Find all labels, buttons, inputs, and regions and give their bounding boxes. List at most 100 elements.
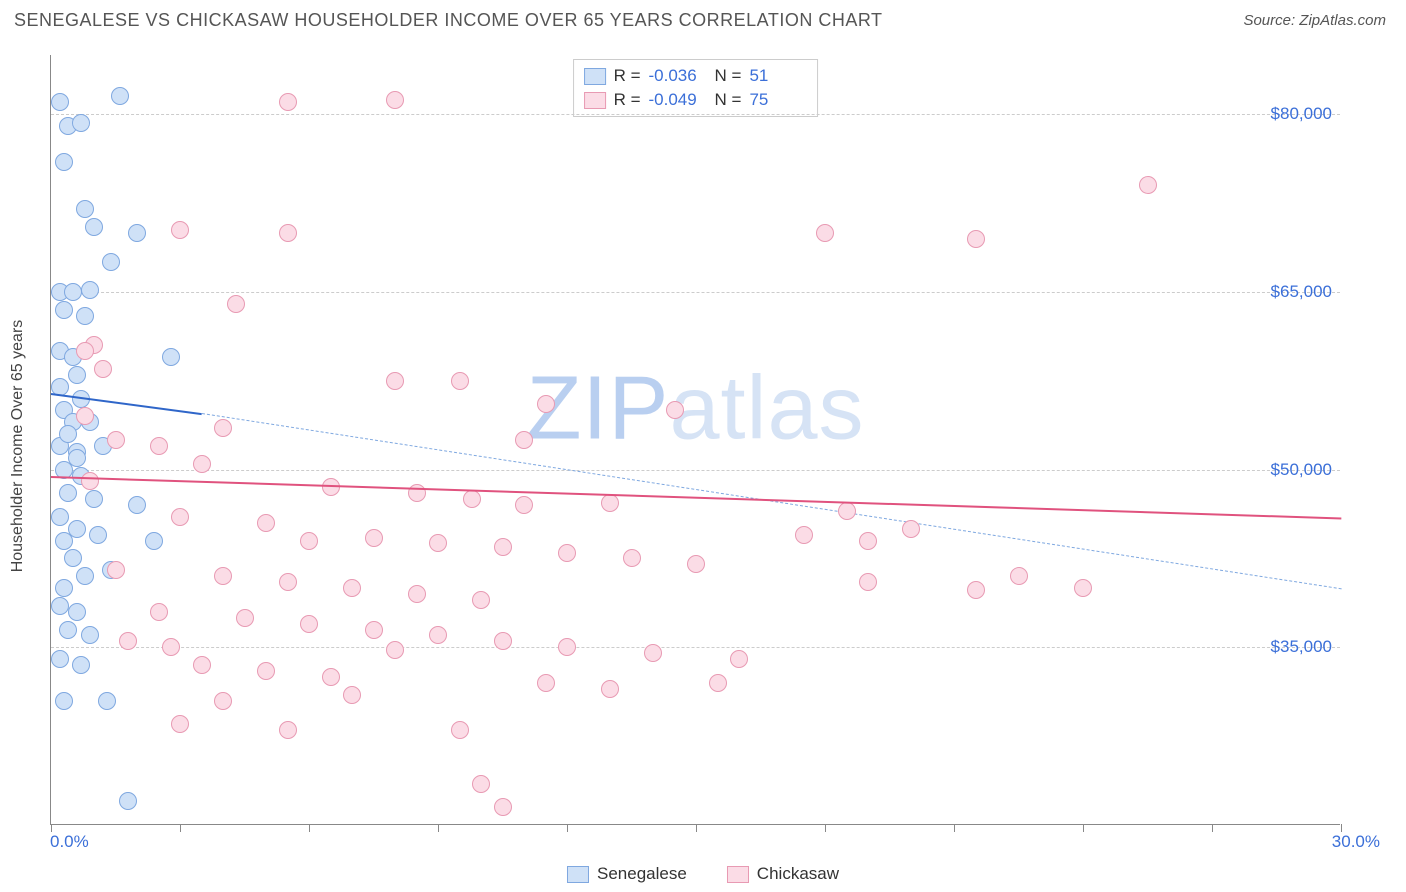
data-point	[81, 626, 99, 644]
data-point	[193, 656, 211, 674]
data-point	[76, 307, 94, 325]
data-point	[623, 549, 641, 567]
data-point	[171, 508, 189, 526]
y-tick-label: $65,000	[1271, 282, 1332, 302]
data-point	[601, 680, 619, 698]
data-point	[85, 490, 103, 508]
data-point	[51, 597, 69, 615]
swatch-icon	[567, 866, 589, 883]
stats-row-senegalese: R = -0.036 N = 51	[584, 64, 808, 88]
data-point	[967, 581, 985, 599]
stats-legend: R = -0.036 N = 51 R = -0.049 N = 75	[573, 59, 819, 117]
data-point	[51, 508, 69, 526]
data-point	[55, 153, 73, 171]
data-point	[236, 609, 254, 627]
data-point	[51, 650, 69, 668]
data-point	[76, 567, 94, 585]
data-point	[515, 431, 533, 449]
x-tick	[438, 824, 439, 832]
data-point	[494, 538, 512, 556]
data-point	[150, 437, 168, 455]
data-point	[59, 621, 77, 639]
data-point	[72, 656, 90, 674]
data-point	[85, 218, 103, 236]
swatch-chickasaw	[584, 92, 606, 109]
x-tick	[1341, 824, 1342, 832]
data-point	[322, 668, 340, 686]
x-axis-min-label: 0.0%	[50, 832, 89, 852]
data-point	[81, 472, 99, 490]
x-tick	[825, 824, 826, 832]
data-point	[76, 407, 94, 425]
data-point	[343, 686, 361, 704]
legend-item-senegalese: Senegalese	[567, 864, 687, 884]
data-point	[128, 224, 146, 242]
x-tick	[309, 824, 310, 832]
data-point	[515, 496, 533, 514]
data-point	[193, 455, 211, 473]
data-point	[494, 632, 512, 650]
gridline	[51, 292, 1340, 293]
data-point	[537, 395, 555, 413]
header: SENEGALESE VS CHICKASAW HOUSEHOLDER INCO…	[0, 0, 1406, 37]
data-point	[150, 603, 168, 621]
gridline	[51, 470, 1340, 471]
data-point	[68, 449, 86, 467]
data-point	[666, 401, 684, 419]
data-point	[55, 532, 73, 550]
data-point	[429, 534, 447, 552]
data-point	[386, 641, 404, 659]
data-point	[451, 721, 469, 739]
data-point	[687, 555, 705, 573]
data-point	[107, 431, 125, 449]
data-point	[214, 567, 232, 585]
data-point	[64, 549, 82, 567]
data-point	[365, 529, 383, 547]
data-point	[322, 478, 340, 496]
y-axis-title: Householder Income Over 65 years	[9, 320, 27, 573]
data-point	[472, 591, 490, 609]
data-point	[1010, 567, 1028, 585]
data-point	[227, 295, 245, 313]
data-point	[463, 490, 481, 508]
data-point	[55, 301, 73, 319]
data-point	[451, 372, 469, 390]
data-point	[472, 775, 490, 793]
swatch-icon	[727, 866, 749, 883]
x-tick	[180, 824, 181, 832]
data-point	[214, 692, 232, 710]
data-point	[64, 283, 82, 301]
data-point	[386, 372, 404, 390]
y-tick-label: $80,000	[1271, 104, 1332, 124]
data-point	[162, 638, 180, 656]
watermark: ZIPatlas	[526, 357, 864, 460]
data-point	[81, 281, 99, 299]
data-point	[709, 674, 727, 692]
data-point	[128, 496, 146, 514]
data-point	[68, 603, 86, 621]
data-point	[68, 366, 86, 384]
x-tick	[1083, 824, 1084, 832]
data-point	[89, 526, 107, 544]
data-point	[816, 224, 834, 242]
data-point	[601, 494, 619, 512]
data-point	[59, 484, 77, 502]
data-point	[107, 561, 125, 579]
swatch-senegalese	[584, 68, 606, 85]
bottom-legend: Senegalese Chickasaw	[567, 864, 839, 884]
data-point	[408, 585, 426, 603]
data-point	[102, 253, 120, 271]
data-point	[386, 91, 404, 109]
regression-line	[51, 476, 1341, 519]
data-point	[76, 200, 94, 218]
chart-plot-area: ZIPatlas R = -0.036 N = 51 R = -0.049 N …	[50, 55, 1340, 825]
data-point	[494, 798, 512, 816]
x-tick	[954, 824, 955, 832]
gridline	[51, 114, 1340, 115]
x-tick	[51, 824, 52, 832]
data-point	[558, 638, 576, 656]
data-point	[72, 114, 90, 132]
y-tick-label: $50,000	[1271, 460, 1332, 480]
data-point	[171, 221, 189, 239]
data-point	[279, 93, 297, 111]
